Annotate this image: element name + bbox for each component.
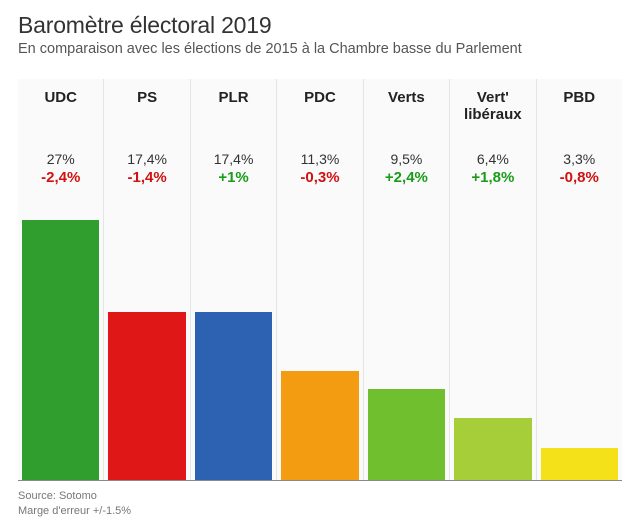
chart-column: PDC 11,3% -0,3% <box>276 79 362 480</box>
party-name: PS <box>104 89 189 106</box>
column-values: 3,3% -0,8% <box>537 151 622 186</box>
column-values: 9,5% +2,4% <box>364 151 449 186</box>
bar-wrap <box>108 220 185 480</box>
chart-column: Verts 9,5% +2,4% <box>363 79 449 480</box>
bar-wrap <box>281 220 358 480</box>
chart-area: UDC27%-2,4%PS17,4%-1,4%PLR17,4%+1%PDC11,… <box>18 79 622 481</box>
party-delta: +1% <box>191 169 276 186</box>
party-percent: 3,3% <box>537 151 622 167</box>
party-percent: 11,3% <box>277 151 362 167</box>
chart-column: PLR 17,4% +1% <box>190 79 276 480</box>
bar-wrap <box>541 220 618 480</box>
party-delta: -2,4% <box>18 169 103 186</box>
chart-column: UDC 27% -2,4% <box>18 79 103 480</box>
party-name: UDC <box>18 89 103 106</box>
party-percent: 17,4% <box>191 151 276 167</box>
bar <box>454 418 531 480</box>
bar-wrap <box>195 220 272 480</box>
bar-wrap <box>454 220 531 480</box>
chart-subtitle: En comparaison avec les élections de 201… <box>18 41 622 57</box>
column-values: 11,3% -0,3% <box>277 151 362 186</box>
party-percent: 17,4% <box>104 151 189 167</box>
party-name: PBD <box>537 89 622 106</box>
bar <box>22 220 99 480</box>
chart-footer: Source: Sotomo Marge d'erreur +/-1.5% <box>18 489 131 519</box>
party-delta: +2,4% <box>364 169 449 186</box>
party-percent: 9,5% <box>364 151 449 167</box>
chart-title: Baromètre électoral 2019 <box>18 12 622 39</box>
party-delta: +1,8% <box>450 169 535 186</box>
column-header: PLR <box>191 79 276 143</box>
column-values: 6,4% +1,8% <box>450 151 535 186</box>
footer-source: Source: Sotomo <box>18 489 131 504</box>
party-name: Verts <box>364 89 449 106</box>
bar <box>195 312 272 480</box>
party-percent: 6,4% <box>450 151 535 167</box>
column-values: 27% -2,4% <box>18 151 103 186</box>
chart-container: Baromètre électoral 2019 En comparaison … <box>0 0 640 481</box>
column-header: UDC <box>18 79 103 143</box>
chart-column: PS 17,4% -1,4% <box>103 79 189 480</box>
chart-column: PBD 3,3% -0,8% <box>536 79 622 480</box>
footer-margin: Marge d'erreur +/-1.5% <box>18 504 131 519</box>
bar <box>108 312 185 480</box>
column-values: 17,4% -1,4% <box>104 151 189 186</box>
bar <box>281 371 358 480</box>
bar <box>368 389 445 480</box>
party-name: Vert' libéraux <box>450 89 535 124</box>
column-header: PS <box>104 79 189 143</box>
column-header: PDC <box>277 79 362 143</box>
bar <box>541 448 618 480</box>
column-header: Vert' libéraux <box>450 79 535 143</box>
column-header: PBD <box>537 79 622 143</box>
bar-wrap <box>368 220 445 480</box>
party-name: PLR <box>191 89 276 106</box>
column-header: Verts <box>364 79 449 143</box>
party-percent: 27% <box>18 151 103 167</box>
party-delta: -0,3% <box>277 169 362 186</box>
party-name: PDC <box>277 89 362 106</box>
column-values: 17,4% +1% <box>191 151 276 186</box>
bar-wrap <box>22 220 99 480</box>
party-delta: -0,8% <box>537 169 622 186</box>
chart-column: Vert' libéraux 6,4% +1,8% <box>449 79 535 480</box>
party-delta: -1,4% <box>104 169 189 186</box>
